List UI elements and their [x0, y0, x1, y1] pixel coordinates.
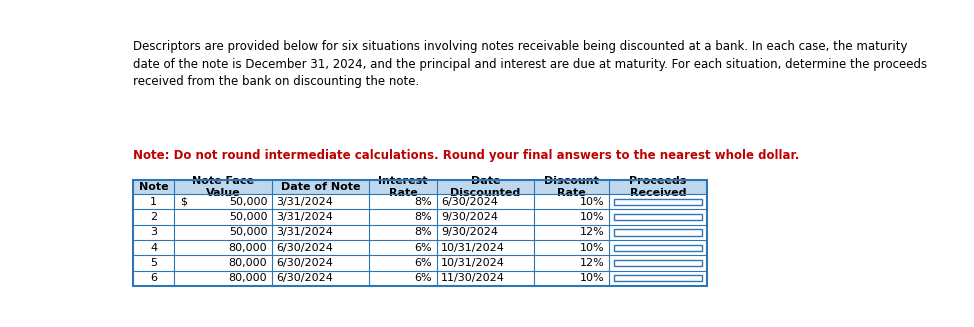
- Text: Descriptors are provided below for six situations involving notes receivable bei: Descriptors are provided below for six s…: [133, 41, 927, 89]
- Bar: [133, 255, 707, 271]
- Text: 10%: 10%: [581, 197, 605, 207]
- Bar: [614, 199, 702, 205]
- Text: 80,000: 80,000: [229, 243, 267, 253]
- Bar: [614, 214, 702, 220]
- Text: 10%: 10%: [581, 243, 605, 253]
- Bar: [133, 225, 707, 240]
- Text: Note Face
Value: Note Face Value: [192, 176, 254, 198]
- Text: $: $: [180, 197, 187, 207]
- Text: 5: 5: [150, 258, 157, 268]
- Text: 1: 1: [150, 197, 157, 207]
- Text: 6%: 6%: [415, 243, 432, 253]
- Text: 3/31/2024: 3/31/2024: [277, 227, 333, 237]
- Text: 6/30/2024: 6/30/2024: [277, 258, 333, 268]
- Bar: [133, 240, 707, 255]
- Text: 8%: 8%: [415, 212, 432, 222]
- Text: 8%: 8%: [415, 197, 432, 207]
- Text: Note: Note: [139, 182, 169, 192]
- Text: 8%: 8%: [415, 227, 432, 237]
- Text: 50,000: 50,000: [229, 212, 267, 222]
- Text: 6: 6: [150, 273, 157, 283]
- Bar: [133, 194, 707, 210]
- Text: 6/30/2024: 6/30/2024: [277, 273, 333, 283]
- Text: 3/31/2024: 3/31/2024: [277, 197, 333, 207]
- Text: Discount
Rate: Discount Rate: [544, 176, 599, 198]
- Text: 6%: 6%: [415, 273, 432, 283]
- Text: 80,000: 80,000: [229, 273, 267, 283]
- Text: 2: 2: [150, 212, 157, 222]
- Text: 9/30/2024: 9/30/2024: [441, 212, 499, 222]
- Text: 6%: 6%: [415, 258, 432, 268]
- Bar: [133, 180, 707, 286]
- Bar: [614, 275, 702, 282]
- Bar: [614, 260, 702, 266]
- Bar: [614, 229, 702, 235]
- Text: 10%: 10%: [581, 212, 605, 222]
- Text: 10/31/2024: 10/31/2024: [441, 243, 506, 253]
- Bar: [133, 210, 707, 225]
- Bar: [133, 271, 707, 286]
- Text: 6/30/2024: 6/30/2024: [441, 197, 498, 207]
- Text: 10%: 10%: [581, 273, 605, 283]
- Text: 80,000: 80,000: [229, 258, 267, 268]
- Text: 50,000: 50,000: [229, 197, 267, 207]
- Text: Date of Note: Date of Note: [281, 182, 360, 192]
- Bar: [614, 245, 702, 251]
- Text: 50,000: 50,000: [229, 227, 267, 237]
- Text: Date
Discounted: Date Discounted: [450, 176, 521, 198]
- Text: Note: Do not round intermediate calculations. Round your final answers to the ne: Note: Do not round intermediate calculat…: [133, 149, 800, 162]
- Text: 12%: 12%: [580, 227, 605, 237]
- Text: 10/31/2024: 10/31/2024: [441, 258, 506, 268]
- Text: 12%: 12%: [580, 258, 605, 268]
- Text: 9/30/2024: 9/30/2024: [441, 227, 499, 237]
- Text: 6/30/2024: 6/30/2024: [277, 243, 333, 253]
- Text: 4: 4: [150, 243, 157, 253]
- Text: 3: 3: [150, 227, 157, 237]
- Text: Proceeds
Received: Proceeds Received: [629, 176, 687, 198]
- Text: 3/31/2024: 3/31/2024: [277, 212, 333, 222]
- Text: Interest
Rate: Interest Rate: [378, 176, 428, 198]
- Bar: [133, 180, 707, 194]
- Text: 11/30/2024: 11/30/2024: [441, 273, 506, 283]
